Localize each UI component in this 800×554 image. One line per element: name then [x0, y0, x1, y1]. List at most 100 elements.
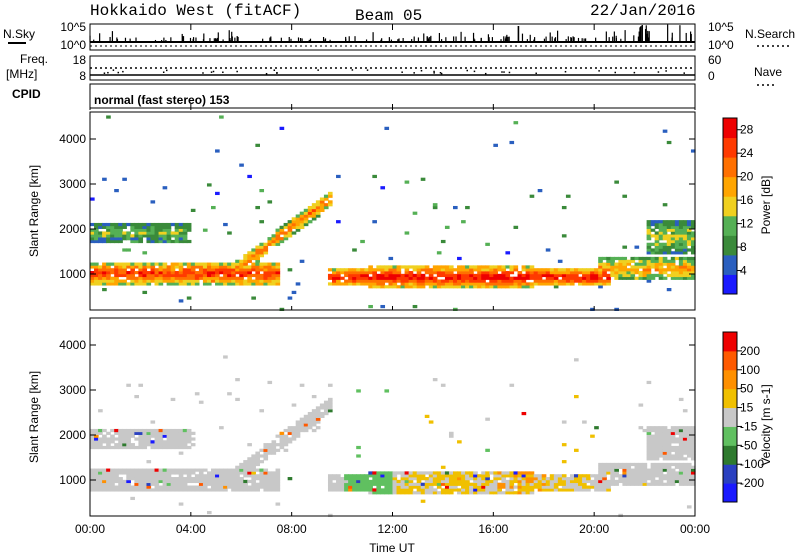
- echo-cell: [561, 234, 567, 238]
- echo-cell: [578, 282, 583, 286]
- echo-cell: [271, 242, 277, 246]
- echo-cell: [388, 273, 394, 278]
- echo-cell: [622, 194, 628, 198]
- echo-cell: [251, 468, 256, 472]
- echo-cell: [158, 485, 164, 489]
- echo-cell: [142, 445, 148, 450]
- echo-cell: [444, 282, 450, 286]
- echo-cell: [154, 222, 160, 227]
- echo-cell: [287, 440, 293, 444]
- echo-cell: [505, 479, 511, 484]
- echo-cell: [186, 228, 192, 232]
- echo-cell: [215, 191, 220, 196]
- power-ylabel: Slant Range [km]: [27, 165, 41, 257]
- echo-cell: [295, 434, 301, 438]
- echo-cell: [610, 474, 615, 478]
- echo-cell: [586, 276, 591, 280]
- echo-cell: [477, 279, 482, 283]
- echo-cell: [674, 451, 680, 455]
- echo-cell: [223, 262, 228, 266]
- echo-cell: [654, 457, 660, 461]
- echo-cell: [674, 440, 680, 444]
- echo-cell: [215, 276, 220, 280]
- echo-cell: [457, 256, 462, 261]
- freq-unit-label: [MHz]: [6, 67, 37, 81]
- y-tick-label: 4000: [59, 338, 86, 352]
- echo-cell: [158, 225, 164, 229]
- echo-cell: [223, 271, 228, 275]
- echo-cell: [481, 479, 486, 484]
- echo-cell: [215, 474, 220, 478]
- echo-cell: [396, 471, 402, 475]
- echo-cell: [642, 468, 648, 472]
- echo-cell: [549, 276, 555, 280]
- echo-cell: [166, 282, 172, 286]
- echo-cell: [158, 276, 164, 280]
- echo-cell: [610, 273, 615, 278]
- echo-cell: [412, 265, 418, 269]
- echo-cell: [251, 296, 256, 300]
- colorbar-frame: [722, 331, 738, 503]
- echo-cell: [182, 479, 188, 484]
- echo-cell: [521, 488, 527, 492]
- echo-cell: [654, 220, 660, 224]
- echo-cell: [525, 474, 531, 478]
- echo-cell: [166, 273, 172, 278]
- echo-cell: [106, 468, 111, 472]
- echo-cell: [223, 479, 228, 484]
- echo-cell: [682, 271, 688, 275]
- echo-cell: [263, 251, 269, 255]
- echo-cell: [646, 265, 652, 269]
- echo-cell: [529, 491, 535, 495]
- echo-cell: [251, 279, 256, 283]
- echo-cell: [622, 482, 628, 486]
- echo-cell: [126, 479, 131, 484]
- echo-cell: [590, 474, 595, 478]
- echo-cell: [182, 271, 188, 275]
- echo-cell: [606, 468, 611, 472]
- echo-cell: [182, 468, 188, 472]
- echo-cell: [368, 488, 373, 492]
- echo-cell: [126, 222, 131, 227]
- echo-cell: [295, 222, 301, 227]
- echo-cell: [646, 276, 652, 280]
- echo-cell: [594, 479, 599, 484]
- echo-cell: [424, 485, 430, 489]
- echo-cell: [448, 471, 454, 475]
- echo-cell: [622, 468, 628, 472]
- echo-cell: [469, 276, 474, 280]
- echo-cell: [360, 479, 365, 484]
- echo-cell: [263, 448, 269, 452]
- echo-cell: [690, 451, 696, 455]
- echo-cell: [501, 276, 507, 280]
- colorbar-swatch: [723, 176, 737, 197]
- echo-cell: [662, 276, 668, 280]
- echo-cell: [428, 485, 434, 489]
- echo-cell: [118, 445, 123, 450]
- echo-cell: [275, 477, 281, 481]
- echo-cell: [485, 488, 490, 492]
- echo-cell: [186, 431, 192, 435]
- echo-cell: [666, 268, 672, 272]
- echo-cell: [646, 457, 652, 461]
- echo-cell: [533, 276, 539, 280]
- echo-cell: [150, 234, 156, 238]
- echo-cell: [243, 268, 248, 272]
- echo-cell: [166, 482, 172, 486]
- echo-cell: [94, 279, 99, 283]
- echo-cell: [251, 477, 256, 481]
- echo-cell: [598, 285, 603, 289]
- echo-cell: [658, 237, 664, 241]
- echo-cell: [654, 248, 660, 252]
- echo-cell: [307, 214, 313, 218]
- echo-cell: [106, 279, 111, 283]
- echo-cell: [545, 477, 551, 481]
- echo-cell: [670, 454, 676, 458]
- echo-cell: [299, 211, 305, 215]
- echo-cell: [174, 237, 180, 241]
- echo-cell: [368, 285, 373, 289]
- echo-cell: [654, 445, 660, 450]
- echo-cell: [114, 222, 119, 227]
- echo-cell: [150, 200, 156, 204]
